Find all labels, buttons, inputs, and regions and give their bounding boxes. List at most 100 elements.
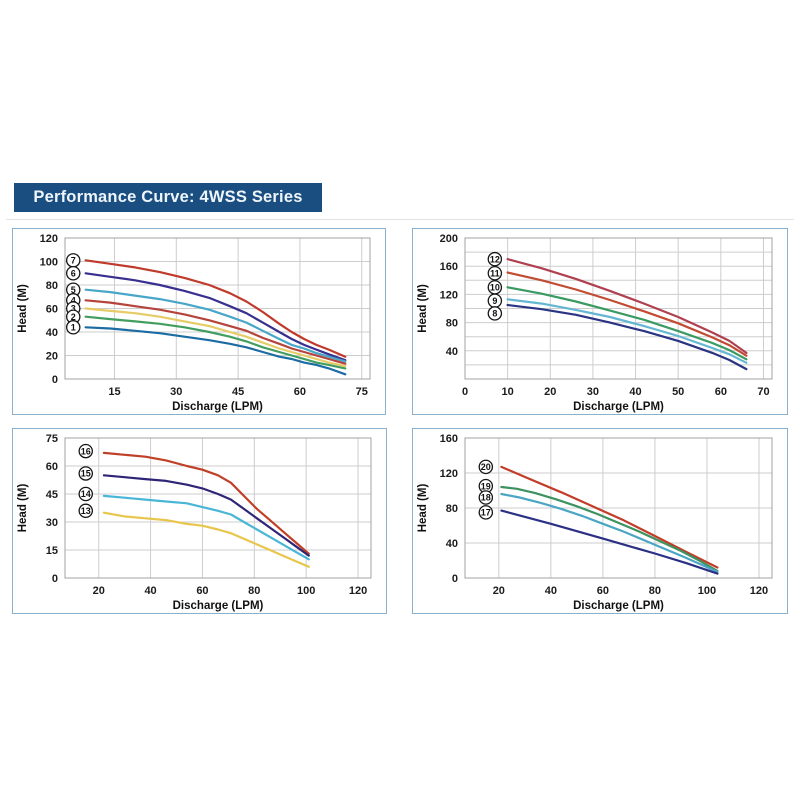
svg-text:16: 16 (81, 446, 91, 456)
y-tick-label: 45 (46, 489, 58, 501)
performance-chart-17-20: 0 40 80 120 160 20 40 60 80 100 120 Discharge (LPM)… (412, 428, 788, 614)
x-axis-title: Discharge (LPM) (573, 401, 664, 413)
y-axis-title: Head (M) (17, 484, 29, 533)
curve-7 (84, 259, 347, 358)
curve-8 (506, 303, 748, 371)
performance-chart-8-12: 40 80 120 160 200 0 10 20 30 40 50 60 70 Discharge (L… (412, 228, 788, 415)
x-tick-label: 120 (349, 585, 367, 597)
x-tick-label: 20 (93, 585, 105, 597)
y-tick-label: 120 (40, 233, 58, 245)
curve-5 (84, 288, 347, 363)
curve-10 (506, 286, 748, 361)
svg-text:6: 6 (71, 268, 76, 278)
curve-12 (506, 258, 748, 355)
x-tick-label: 100 (297, 585, 315, 597)
tick-labels: 0 15 30 45 60 75 20 40 60 80 100 120 (46, 433, 367, 597)
curve-label-15: 15 (78, 466, 93, 481)
y-tick-label: 0 (52, 374, 58, 386)
y-tick-label: 60 (46, 304, 58, 316)
x-axis-title: Discharge (LPM) (573, 600, 664, 612)
curve-label-8: 8 (487, 306, 503, 321)
y-tick-label: 160 (440, 433, 458, 445)
x-tick-label: 20 (544, 386, 556, 398)
performance-chart-1-7: 0 20 40 60 80 100 120 15 30 45 60 75 Discharge (LPM)… (12, 228, 386, 415)
x-tick-label: 60 (294, 386, 306, 398)
curve-18 (500, 492, 719, 573)
curve-1 (84, 326, 347, 376)
curve-17 (500, 509, 719, 575)
svg-text:20: 20 (481, 462, 491, 472)
curve-label-10: 10 (487, 280, 503, 295)
curve-label-18: 18 (478, 490, 494, 505)
x-tick-label: 45 (232, 386, 244, 398)
curves (506, 258, 748, 371)
y-axis-title: Head (M) (417, 484, 429, 533)
curve-14 (102, 494, 310, 561)
y-tick-label: 80 (46, 280, 58, 292)
y-axis-title: Head (M) (17, 284, 29, 333)
y-tick-label: 120 (440, 289, 458, 301)
y-tick-label: 200 (440, 233, 458, 245)
x-tick-label: 70 (757, 386, 769, 398)
curve-label-6: 6 (65, 266, 81, 281)
x-axis-title: Discharge (LPM) (173, 600, 264, 612)
y-tick-label: 100 (40, 257, 58, 269)
curves (84, 259, 347, 376)
tick-labels: 40 80 120 160 200 0 10 20 30 40 50 60 70 (440, 233, 770, 398)
curve-label-20: 20 (478, 459, 494, 475)
x-tick-label: 15 (108, 386, 120, 398)
svg-text:7: 7 (71, 256, 76, 266)
svg-text:9: 9 (492, 296, 497, 306)
curve-label-14: 14 (78, 486, 93, 502)
page-title-banner: Performance Curve: 4WSS Series (14, 183, 322, 212)
curves (500, 465, 719, 575)
y-tick-label: 40 (446, 538, 458, 550)
x-tick-label: 80 (649, 585, 661, 597)
curve-16 (102, 451, 310, 555)
plot-frame (464, 437, 773, 579)
curve-20 (500, 465, 719, 569)
svg-text:3: 3 (71, 304, 76, 314)
y-tick-label: 80 (446, 318, 458, 330)
y-tick-label: 15 (46, 545, 58, 557)
x-tick-label: 10 (502, 386, 514, 398)
x-tick-label: 75 (356, 386, 368, 398)
x-tick-label: 30 (170, 386, 182, 398)
curve-label-5: 5 (65, 282, 81, 297)
x-tick-label: 30 (587, 386, 599, 398)
curve-label-17: 17 (478, 505, 494, 520)
x-tick-label: 100 (698, 585, 716, 597)
svg-text:5: 5 (71, 285, 76, 295)
x-tick-label: 20 (493, 585, 505, 597)
y-tick-label: 75 (46, 433, 58, 445)
plot-frame (464, 237, 773, 380)
curve-label-13: 13 (78, 503, 93, 519)
svg-text:10: 10 (490, 283, 500, 293)
x-tick-label: 60 (196, 585, 208, 597)
y-tick-label: 80 (446, 503, 458, 515)
x-tick-label: 120 (750, 585, 768, 597)
x-tick-label: 40 (629, 386, 641, 398)
curves (102, 451, 310, 568)
y-tick-label: 60 (46, 461, 58, 473)
curve-2 (84, 315, 347, 370)
curve-3 (84, 307, 347, 368)
plot-frame (64, 237, 371, 380)
y-tick-label: 160 (440, 261, 458, 273)
chart-3-svg: 0 15 30 45 60 75 20 40 60 80 100 120 Discharge (LPM)… (17, 433, 372, 612)
curve-label-1: 1 (65, 320, 81, 335)
x-tick-label: 60 (715, 386, 727, 398)
svg-text:15: 15 (81, 469, 91, 479)
x-tick-label: 80 (248, 585, 260, 597)
svg-text:2: 2 (71, 312, 76, 322)
curve-label-12: 12 (487, 251, 503, 267)
svg-text:17: 17 (481, 508, 491, 518)
y-tick-label: 120 (440, 468, 458, 480)
svg-text:1: 1 (71, 323, 76, 333)
curve-11 (506, 271, 748, 357)
svg-text:8: 8 (492, 309, 497, 319)
svg-text:4: 4 (71, 295, 76, 305)
svg-text:18: 18 (481, 493, 491, 503)
